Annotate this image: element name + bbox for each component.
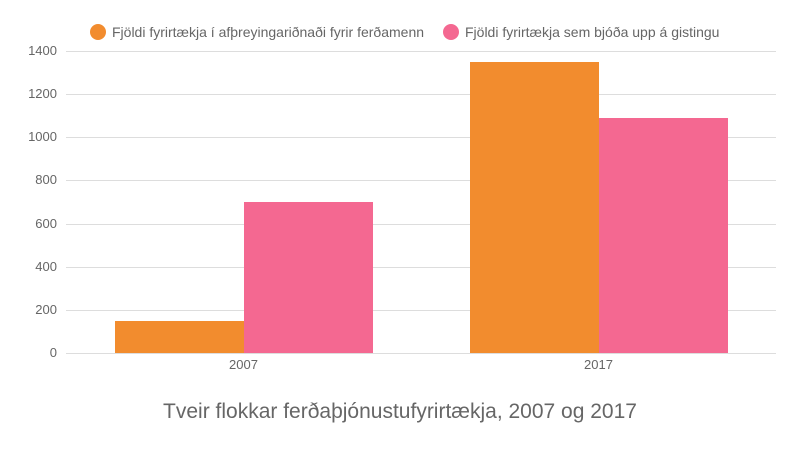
gridline xyxy=(66,353,776,354)
legend-marker-pink-icon xyxy=(443,24,459,40)
plot-area xyxy=(66,51,776,354)
x-tick-label: 2007 xyxy=(229,357,258,372)
bar-2017-series-2[interactable] xyxy=(598,117,728,353)
legend-label: Fjöldi fyrirtækja í afþreyingariðnaði fy… xyxy=(112,24,425,40)
y-tick-label: 600 xyxy=(35,215,57,231)
legend-item-recreation[interactable]: Fjöldi fyrirtækja í afþreyingariðnaði fy… xyxy=(90,24,424,40)
y-tick-label: 800 xyxy=(35,172,57,188)
gridline xyxy=(66,266,776,268)
gridline xyxy=(66,309,776,311)
bar-2007-series-2[interactable] xyxy=(243,202,373,353)
legend-marker-orange-icon xyxy=(90,24,106,40)
gridline xyxy=(66,51,776,52)
bar-2017-series-1[interactable] xyxy=(469,61,599,353)
x-tick-label: 2017 xyxy=(584,357,613,372)
y-tick-label: 0 xyxy=(49,345,57,360)
chart-title: Tveir flokkar ferðaþjónustufyrirtækja, 2… xyxy=(163,400,637,423)
legend-label: Fjöldi fyrirtækja sem bjóða upp á gistin… xyxy=(465,24,720,40)
y-tick-label: 1400 xyxy=(28,43,57,58)
chart-legend: Fjöldi fyrirtækja í afþreyingariðnaði fy… xyxy=(0,24,800,44)
gridline xyxy=(66,223,776,225)
y-tick-label: 1000 xyxy=(28,129,57,145)
y-tick-label: 400 xyxy=(35,258,57,274)
y-tick-label: 200 xyxy=(35,301,57,317)
gridline xyxy=(66,94,776,96)
bar-2007-series-1[interactable] xyxy=(114,320,244,353)
y-tick-label: 1200 xyxy=(28,86,57,102)
gridline xyxy=(66,180,776,182)
gridline xyxy=(66,137,776,139)
legend-item-accommodation[interactable]: Fjöldi fyrirtækja sem bjóða upp á gistin… xyxy=(443,24,719,40)
